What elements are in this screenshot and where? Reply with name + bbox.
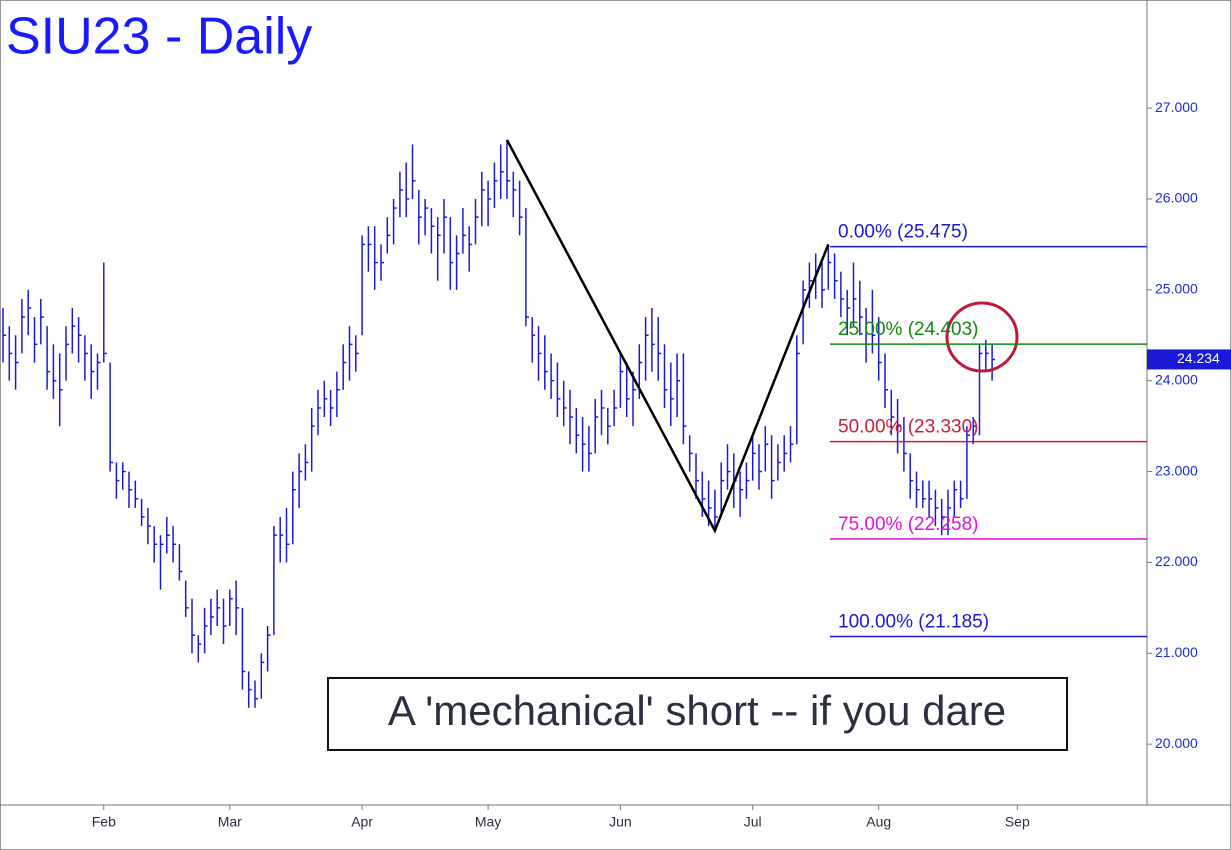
fib-label: 100.00% (21.185) [838, 611, 989, 632]
annotation-box [327, 677, 1068, 751]
y-tick-label: 22.000 [1155, 553, 1198, 569]
annotation: A 'mechanical' short -- if you dare [388, 687, 1006, 734]
y-tick-label: 23.000 [1155, 462, 1198, 478]
x-tick-label: Aug [866, 814, 891, 830]
x-tick-label: Apr [351, 814, 373, 830]
y-tick-label: 24.000 [1155, 371, 1198, 387]
highlight-circle [945, 301, 1019, 373]
y-tick-label: 21.000 [1155, 644, 1198, 660]
fib-label: 0.00% (25.475) [838, 222, 968, 243]
y-tick-label: 20.000 [1155, 735, 1198, 751]
x-tick-label: Jun [609, 814, 632, 830]
y-tick-label: 25.000 [1155, 281, 1198, 297]
x-tick-label: Mar [218, 814, 242, 830]
last-price-label: 24.234 [1177, 350, 1220, 366]
fib-label: 75.00% (22.258) [838, 514, 979, 535]
fib-label: 50.00% (23.330) [838, 417, 979, 438]
y-tick-label: 27.000 [1155, 99, 1198, 115]
x-tick-label: May [475, 814, 501, 830]
x-tick-label: Sep [1005, 814, 1030, 830]
x-tick-label: Feb [92, 814, 116, 830]
chart-title: SIU23 - Daily [6, 8, 312, 66]
last-price-box [1147, 349, 1231, 370]
plot-area [2, 139, 996, 708]
y-tick-label: 26.000 [1155, 190, 1198, 206]
x-tick-label: Jul [744, 814, 762, 830]
pattern-line [505, 139, 830, 534]
fib-label: 25.00% (24.403) [838, 319, 979, 340]
